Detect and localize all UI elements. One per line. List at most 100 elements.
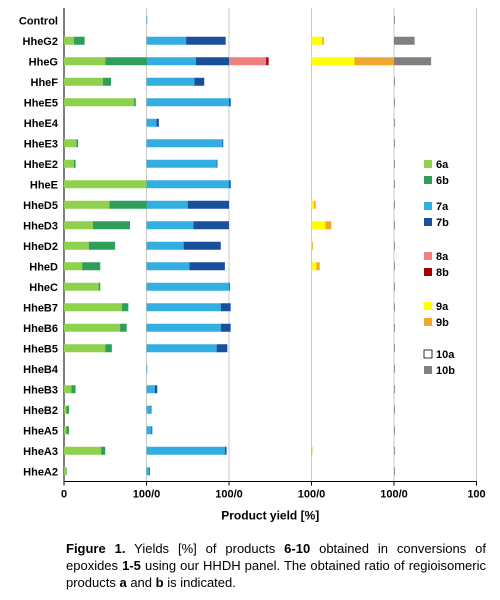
bar-6a: [64, 221, 93, 230]
category-label: HheB6: [23, 323, 58, 335]
bar-7b: [220, 323, 231, 332]
bar-10b: [394, 446, 395, 455]
bar-10b: [394, 241, 395, 250]
bar-10b: [394, 262, 395, 271]
legend-swatch-10a: [423, 349, 433, 359]
bar-7b: [183, 241, 221, 250]
bar-6a: [64, 180, 147, 189]
bar-8a: [229, 57, 267, 66]
category-label: HheE: [30, 179, 58, 191]
legend-swatch-9b: [424, 318, 432, 326]
bar-10b: [394, 16, 395, 25]
bar-6b: [73, 36, 85, 45]
category-label: HheB5: [23, 343, 58, 355]
bar-10b: [394, 426, 395, 435]
category-label: HheD5: [23, 200, 58, 212]
legend-label-9a: 9a: [436, 301, 449, 313]
bar-7a: [146, 426, 152, 435]
bar-7a: [146, 323, 221, 332]
bar-7a: [146, 159, 217, 168]
x-tick-label: 100/0: [298, 489, 326, 501]
bar-10b: [394, 159, 395, 168]
x-tick-label: 100/0: [215, 489, 243, 501]
bar-6a: [64, 405, 67, 414]
bar-7a: [146, 344, 217, 353]
bar-7b: [216, 159, 218, 168]
bar-9a: [311, 200, 314, 209]
axes: Control HheG2 HheG HheF HheE5 HheE4 HheE3 HheE2…: [19, 15, 486, 522]
bar-10b: [394, 405, 395, 414]
bar-6b: [109, 200, 147, 209]
bar-6a: [64, 57, 106, 66]
category-label: Control: [19, 15, 58, 27]
bar-9b: [312, 241, 314, 250]
bar-7b: [156, 118, 159, 127]
category-label: HheD: [29, 261, 58, 273]
bar-7a: [146, 241, 184, 250]
bar-10b: [394, 57, 432, 66]
bar-7a: [146, 139, 223, 148]
bar-6b: [76, 139, 79, 148]
bar-6a: [64, 303, 122, 312]
bar-6b: [88, 241, 116, 250]
bar-10b: [394, 344, 395, 353]
bar-7b: [150, 405, 152, 414]
bar-9b: [311, 446, 313, 455]
bar-10b: [394, 385, 395, 394]
bar-7b: [151, 426, 153, 435]
bar-7b: [222, 139, 224, 148]
x-tick-label: 100: [467, 489, 485, 501]
bar-7b: [187, 200, 229, 209]
caption-b: b: [155, 575, 164, 590]
figure-caption: Figure 1. Yields [%] of products 6-10 ob…: [66, 540, 486, 591]
bar-7a: [146, 98, 229, 107]
legend-label-8a: 8a: [436, 251, 449, 263]
bar-6a: [64, 282, 99, 291]
legend-label-8b: 8b: [436, 267, 449, 279]
bar-7a: [146, 467, 149, 476]
bar-7a: [146, 180, 229, 189]
caption-products: 6-10: [284, 541, 311, 556]
caption-text-5: is indicated.: [163, 575, 236, 590]
bar-6b: [66, 405, 69, 414]
bar-6a: [64, 262, 83, 271]
bar-7b: [189, 262, 225, 271]
bar-6b: [102, 77, 112, 86]
caption-text-3: using our HHDH panel. The obtained ratio…: [66, 558, 486, 590]
bar-10b: [394, 323, 395, 332]
legend-swatch-9a: [424, 302, 432, 310]
bar-8b: [266, 57, 269, 66]
bar-7b: [186, 36, 226, 45]
bar-6a: [64, 77, 103, 86]
bar-6a: [64, 446, 102, 455]
bar-6b: [105, 57, 147, 66]
legend-label-9b: 9b: [436, 317, 449, 329]
bar-10b: [394, 303, 395, 312]
bar-7a: [146, 57, 196, 66]
x-tick-label: 0: [61, 489, 67, 501]
category-label: HheA5: [23, 425, 58, 437]
bar-7a: [146, 385, 155, 394]
bar-10b: [394, 467, 395, 476]
bar-6b: [101, 446, 106, 455]
bar-7b: [148, 467, 150, 476]
category-label: HheF: [31, 77, 59, 89]
bar-7b: [216, 344, 228, 353]
category-label: HheE5: [24, 97, 58, 109]
category-label: HheB2: [23, 405, 58, 417]
legend-swatch-8b: [424, 268, 432, 276]
bar-10b: [394, 98, 395, 107]
bar-6b: [98, 282, 101, 291]
legend-label-10b: 10b: [436, 365, 455, 377]
category-label: HheE4: [24, 118, 59, 130]
bar-9b: [313, 200, 316, 209]
legend-swatch-6a: [424, 160, 432, 168]
bar-6a: [64, 36, 74, 45]
caption-text-2: obtained in conversions of epoxides: [66, 541, 486, 573]
caption-text-1: Yields [%] of products: [125, 541, 285, 556]
bar-6b: [82, 262, 101, 271]
bar-7b: [224, 446, 227, 455]
bar-6a: [64, 159, 74, 168]
category-label: HheE3: [24, 138, 58, 150]
bar-7a: [146, 77, 195, 86]
